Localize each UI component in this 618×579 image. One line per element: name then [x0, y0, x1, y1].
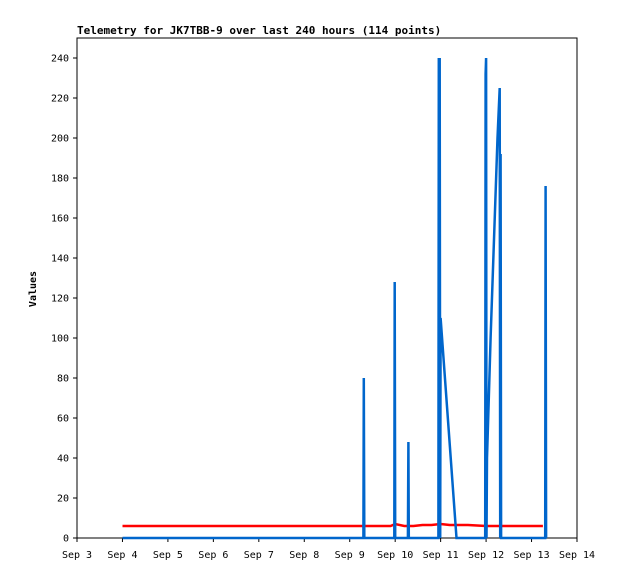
y-tick-label: 0 [63, 534, 69, 545]
x-tick-label: Sep 4 [107, 550, 137, 561]
x-tick-label: Sep 3 [62, 550, 92, 561]
x-axis: Sep 3 Sep 4 Sep 5 Sep 6 Sep 7 Sep 8 Sep 9 Sep 1… [62, 538, 595, 561]
y-tick-label: 160 [51, 214, 69, 225]
chart-title: Telemetry for JK7TBB-9 over last 240 hou… [77, 24, 442, 37]
y-tick-label: 200 [51, 134, 69, 145]
y-tick-label: 100 [51, 334, 69, 345]
y-tick-label: 240 [51, 54, 69, 65]
series-line-1 [122, 522, 543, 528]
y-tick-label: 40 [57, 454, 69, 465]
x-tick-label: Sep 13 [513, 550, 549, 561]
y-axis: 0 20 40 60 80 100 120 140 160 180 200 220 240 [51, 54, 77, 545]
x-tick-label: Sep 10 [377, 550, 413, 561]
x-tick-label: Sep 7 [244, 550, 274, 561]
y-axis-label: Values [28, 271, 39, 307]
x-tick-label: Sep 11 [423, 550, 459, 561]
series-layer [122, 57, 548, 540]
y-tick-label: 120 [51, 294, 69, 305]
x-tick-label: Sep 9 [335, 550, 365, 561]
y-tick-label: 60 [57, 414, 69, 425]
y-tick-label: 180 [51, 174, 69, 185]
x-tick-label: Sep 5 [153, 550, 183, 561]
series-line-2 [122, 57, 548, 540]
x-tick-label: Sep 12 [468, 550, 504, 561]
y-tick-label: 140 [51, 254, 69, 265]
y-tick-label: 20 [57, 494, 69, 505]
y-tick-label: 220 [51, 94, 69, 105]
x-tick-label: Sep 6 [198, 550, 228, 561]
x-tick-label: Sep 8 [289, 550, 319, 561]
y-tick-label: 80 [57, 374, 69, 385]
x-tick-label: Sep 14 [559, 550, 595, 561]
